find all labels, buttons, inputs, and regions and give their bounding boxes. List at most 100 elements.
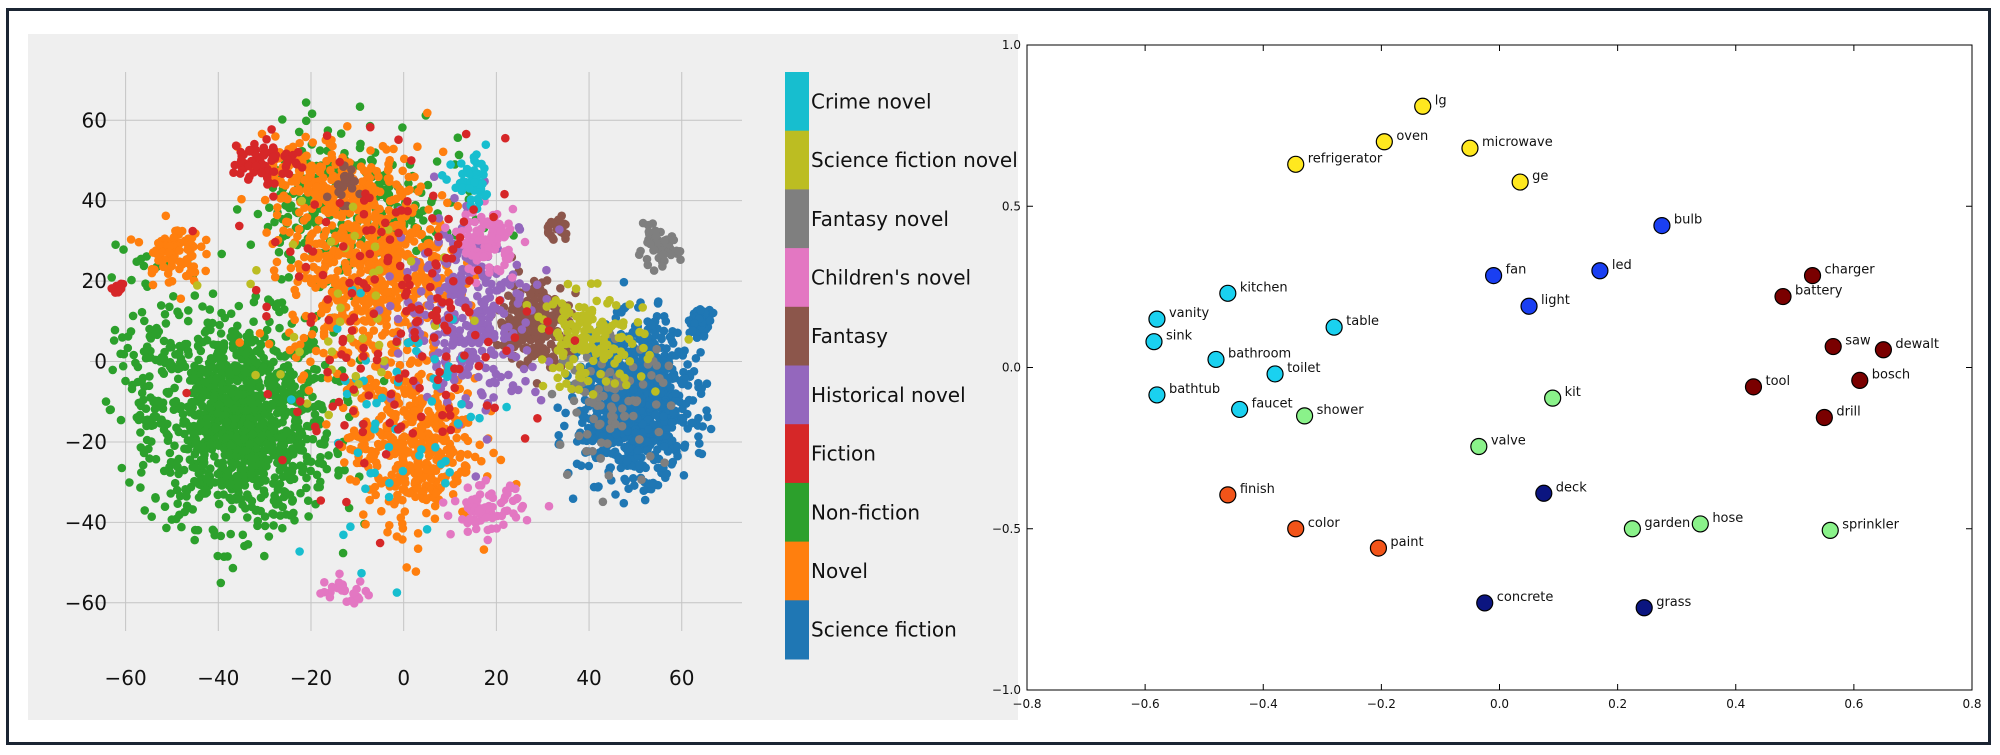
left-point	[705, 316, 715, 326]
left-point	[572, 312, 581, 321]
left-point	[206, 440, 215, 449]
left-point	[313, 253, 323, 263]
left-point	[649, 266, 659, 275]
left-point	[327, 150, 337, 159]
left-point	[484, 243, 493, 252]
left-point	[547, 389, 557, 399]
left-point	[471, 524, 481, 534]
left-point	[490, 245, 500, 254]
left-point	[273, 419, 283, 429]
left-point	[254, 345, 264, 354]
left-point	[542, 265, 551, 275]
left-point	[247, 496, 257, 506]
left-point	[307, 230, 316, 240]
left-point	[358, 326, 368, 335]
left-point	[140, 316, 149, 326]
left-point	[214, 400, 224, 410]
left-point	[180, 339, 190, 349]
left-point	[383, 287, 392, 297]
left-point	[190, 449, 200, 459]
left-point	[474, 236, 484, 245]
left-point	[479, 217, 488, 227]
left-point	[453, 133, 463, 142]
left-point	[658, 262, 667, 271]
left-point	[642, 254, 652, 264]
left-point	[416, 287, 426, 296]
left-point	[574, 385, 584, 394]
left-point	[691, 354, 701, 363]
left-point	[391, 220, 401, 230]
left-point	[422, 508, 431, 518]
left-point	[346, 522, 355, 531]
left-point	[458, 286, 468, 295]
left-point	[271, 132, 280, 141]
left-point	[355, 143, 365, 153]
left-point	[285, 345, 295, 355]
left-point	[544, 501, 554, 511]
left-point	[521, 282, 531, 292]
left-point	[289, 186, 299, 196]
left-point	[202, 249, 211, 259]
left-point	[141, 353, 151, 363]
left-point	[279, 226, 288, 235]
left-point	[403, 267, 412, 277]
left-point	[269, 479, 278, 488]
left-point	[393, 314, 403, 324]
left-point	[173, 374, 183, 384]
left-point	[422, 458, 431, 468]
left-point	[356, 162, 366, 171]
left-point	[189, 397, 199, 407]
left-point	[206, 325, 215, 335]
left-point	[119, 245, 128, 254]
left-point	[675, 247, 684, 256]
left-point	[194, 355, 203, 365]
left-point	[307, 330, 317, 339]
left-point	[264, 339, 274, 349]
left-point	[413, 142, 422, 151]
left-point	[200, 427, 209, 436]
left-point	[413, 529, 423, 538]
left-point	[208, 289, 218, 299]
left-point	[182, 492, 191, 501]
left-point	[496, 226, 506, 235]
left-point	[485, 378, 495, 388]
left-point	[213, 490, 223, 500]
left-point	[134, 415, 143, 425]
left-point	[256, 459, 265, 469]
left-point	[320, 578, 329, 587]
left-point	[519, 364, 529, 374]
left-point	[275, 479, 285, 489]
left-point	[201, 235, 211, 245]
left-point	[646, 452, 655, 461]
left-point	[446, 529, 455, 539]
left-point	[245, 440, 254, 449]
left-point	[354, 594, 364, 604]
left-point	[460, 339, 469, 348]
left-point	[171, 350, 180, 359]
left-point	[270, 491, 279, 500]
left-point	[596, 369, 605, 379]
left-point	[312, 182, 321, 192]
left-point	[311, 239, 321, 249]
left-point	[556, 284, 565, 293]
left-point	[208, 362, 217, 372]
left-point	[246, 469, 256, 479]
left-point	[362, 216, 371, 226]
left-point	[197, 394, 207, 403]
left-point	[669, 235, 679, 245]
left-point	[567, 384, 576, 394]
left-point	[196, 364, 206, 374]
left-point	[629, 385, 638, 395]
left-point	[410, 287, 419, 296]
left-point	[193, 341, 203, 351]
left-point	[582, 436, 591, 446]
left-point	[304, 386, 314, 395]
left-point	[338, 548, 348, 558]
left-point	[554, 431, 563, 440]
left-point	[227, 504, 237, 514]
left-point	[111, 240, 120, 249]
left-point	[398, 166, 408, 176]
left-point	[197, 242, 206, 251]
left-point	[276, 511, 285, 520]
left-point	[489, 448, 498, 458]
